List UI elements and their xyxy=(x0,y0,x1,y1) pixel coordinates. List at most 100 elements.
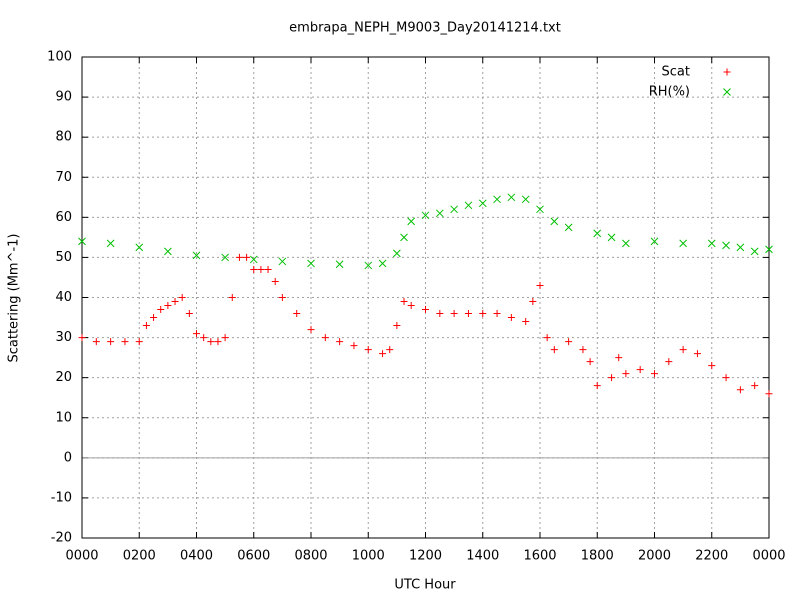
point xyxy=(407,217,416,226)
point xyxy=(736,386,744,394)
y-tick-label: 70 xyxy=(55,170,72,185)
y-tick-label: -10 xyxy=(51,490,72,505)
point xyxy=(436,310,444,318)
point xyxy=(679,239,687,248)
point xyxy=(493,195,501,204)
point xyxy=(193,330,200,338)
point xyxy=(386,346,394,354)
point xyxy=(200,334,208,342)
x-tick-label: 0000 xyxy=(752,549,785,564)
point xyxy=(278,257,287,266)
point xyxy=(400,233,408,242)
point xyxy=(550,346,558,354)
y-tick-label: 10 xyxy=(55,410,72,425)
legend-label: RH(%) xyxy=(649,85,690,100)
point xyxy=(435,209,444,218)
point xyxy=(450,205,458,214)
point xyxy=(321,334,329,342)
legend-marker xyxy=(723,68,731,76)
point xyxy=(550,217,559,226)
point xyxy=(214,338,222,346)
point xyxy=(479,310,487,318)
point xyxy=(579,346,587,354)
chart-title: embrapa_NEPH_M9003_Day20141214.txt xyxy=(289,21,561,36)
point xyxy=(271,277,279,285)
y-tick-label: -20 xyxy=(51,531,72,546)
point xyxy=(521,195,530,204)
point xyxy=(221,253,229,262)
x-tick-label: 1400 xyxy=(466,549,499,564)
y-axis-label: Scattering (Mm^-1) xyxy=(7,233,22,362)
point xyxy=(157,306,165,314)
point xyxy=(650,237,659,246)
x-tick-label: 1600 xyxy=(523,549,556,564)
point xyxy=(135,338,143,346)
point xyxy=(736,243,745,252)
legend-label: Scat xyxy=(662,65,690,80)
point xyxy=(249,255,258,264)
x-tick-label: 0600 xyxy=(237,549,270,564)
point xyxy=(235,253,243,261)
point xyxy=(142,322,150,330)
point xyxy=(171,298,179,306)
point xyxy=(750,247,759,256)
point xyxy=(478,199,487,208)
x-tick-label: 0400 xyxy=(180,549,213,564)
point xyxy=(607,233,616,242)
y-tick-label: 50 xyxy=(55,250,72,265)
y-tick-label: 30 xyxy=(55,330,72,345)
y-tick-label: 40 xyxy=(55,290,72,305)
point xyxy=(150,314,158,322)
point xyxy=(192,251,201,260)
point xyxy=(307,259,315,268)
point xyxy=(622,370,630,378)
point xyxy=(421,211,430,220)
point xyxy=(121,338,129,346)
point xyxy=(221,334,229,342)
point xyxy=(243,253,251,261)
point xyxy=(693,350,701,358)
point xyxy=(379,350,387,358)
point xyxy=(536,205,544,214)
x-tick-label: 1200 xyxy=(409,549,442,564)
point xyxy=(464,201,473,210)
x-tick-label: 1000 xyxy=(352,549,385,564)
point xyxy=(107,338,115,346)
point xyxy=(307,326,315,334)
point xyxy=(393,249,401,258)
point xyxy=(393,322,401,330)
point xyxy=(422,306,429,314)
point xyxy=(135,243,144,252)
point xyxy=(207,338,215,346)
point xyxy=(493,310,501,318)
point xyxy=(106,239,115,248)
point xyxy=(536,281,544,289)
y-tick-label: 60 xyxy=(55,210,72,225)
point xyxy=(364,346,372,354)
point xyxy=(378,259,387,268)
y-tick-label: 90 xyxy=(55,90,72,105)
point xyxy=(529,298,537,306)
point xyxy=(293,310,301,318)
point xyxy=(622,239,630,248)
x-tick-label: 0800 xyxy=(294,549,327,564)
x-tick-label: 2000 xyxy=(638,549,671,564)
point xyxy=(92,338,100,346)
point xyxy=(565,338,573,346)
point xyxy=(593,229,602,238)
x-tick-label: 0200 xyxy=(123,549,156,564)
point xyxy=(185,310,193,318)
point xyxy=(708,362,716,370)
point xyxy=(164,302,172,310)
y-tick-label: 100 xyxy=(47,50,72,65)
point xyxy=(407,302,415,310)
point xyxy=(765,245,773,254)
point xyxy=(178,294,186,301)
plot-frame xyxy=(81,56,770,539)
point xyxy=(615,354,623,362)
point xyxy=(257,265,265,273)
point xyxy=(350,342,358,350)
point xyxy=(722,374,730,382)
